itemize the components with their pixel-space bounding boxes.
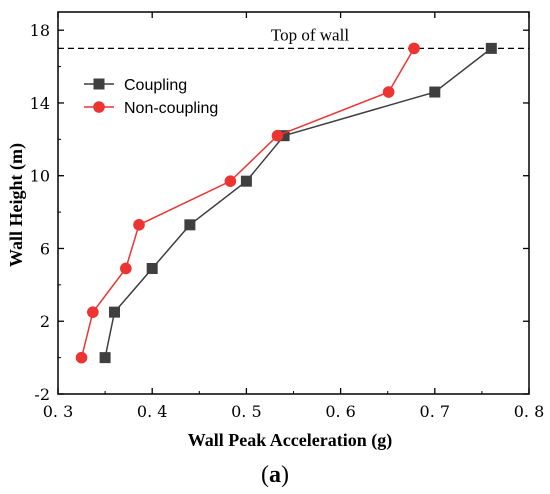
data-point [87, 306, 99, 318]
x-tick-label: 0. 8 [514, 402, 545, 421]
data-point [278, 130, 290, 142]
data-point [485, 42, 497, 54]
legend-label: Coupling [124, 77, 187, 94]
data-point [120, 262, 132, 275]
x-axis-title: Wall Peak Acceleration (g) [188, 430, 392, 451]
data-point [133, 219, 145, 231]
legend-marker [93, 101, 105, 113]
legend-label: Non-coupling [124, 100, 218, 117]
series-line [80, 48, 415, 358]
series-coupling [99, 42, 497, 364]
data-point [224, 175, 237, 187]
series-line [104, 47, 492, 358]
caption-letter: a [269, 462, 281, 488]
y-tick-label: 18 [30, 21, 50, 40]
x-tick-label: 0. 3 [43, 402, 74, 421]
legend-entry: Coupling [84, 77, 187, 94]
y-tick-label: 6 [40, 239, 50, 258]
data-point [408, 42, 420, 55]
y-axis-title: Wall Height (m) [6, 143, 27, 267]
x-tick-label: 0. 5 [231, 402, 262, 421]
top-of-wall-label: Top of wall [271, 25, 349, 44]
y-tick-label: 10 [30, 167, 50, 186]
data-point [75, 351, 88, 364]
series-layer [75, 42, 497, 364]
axes-frame [57, 11, 530, 395]
data-point [382, 86, 395, 98]
legend: Coupling Non-coupling [84, 77, 218, 117]
data-point [271, 129, 284, 142]
figure-caption: (a) [261, 462, 289, 488]
caption-open: ( [261, 462, 269, 488]
annotations: Top of wall [58, 25, 529, 50]
ticks: 0. 3 0. 4 0. 5 0. 6 0. 7 0. 8 -2 2 6 10 14 18 [30, 12, 545, 421]
y-tick-label: 14 [30, 94, 50, 113]
plot-frame [57, 11, 530, 395]
caption-close: ) [281, 462, 289, 488]
x-tick-label: 0. 4 [137, 402, 168, 421]
y-tick-label: -2 [34, 385, 50, 404]
data-point [146, 262, 158, 274]
data-point [184, 219, 196, 231]
data-point [429, 86, 441, 98]
legend-marker [93, 78, 105, 90]
data-point [109, 306, 121, 318]
x-tick-label: 0. 6 [325, 402, 356, 421]
data-point [240, 175, 252, 187]
legend-entry: Non-coupling [84, 100, 218, 117]
series-non-coupling [75, 42, 420, 364]
x-tick-label: 0. 7 [420, 402, 451, 421]
data-point [99, 352, 111, 364]
y-tick-label: 2 [40, 312, 50, 331]
